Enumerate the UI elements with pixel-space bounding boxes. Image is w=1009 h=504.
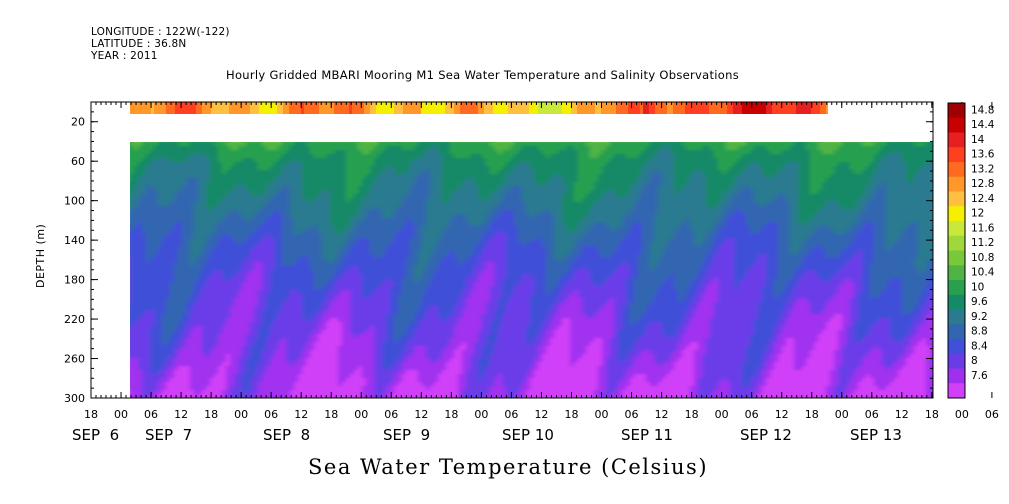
x-tick-label: 18 <box>204 408 218 421</box>
x-axis-label: Sea Water Temperature (Celsius) <box>308 455 709 479</box>
colorbar-swatch <box>948 368 965 384</box>
x-tick-label: 12 <box>294 408 308 421</box>
y-tick-label: 60 <box>71 155 85 168</box>
x-tick-label: 12 <box>534 408 548 421</box>
x-day-label: SEP 6 <box>72 426 119 444</box>
colorbar-level-label: 14 <box>971 134 985 146</box>
colorbar-swatch <box>948 294 965 310</box>
x-tick-label: 06 <box>745 408 759 421</box>
colorbar-level-label: 13.2 <box>971 163 994 175</box>
y-tick-label: 20 <box>71 116 85 129</box>
x-tick-label: 06 <box>144 408 158 421</box>
colorbar-level-label: 11.6 <box>971 222 995 234</box>
colorbar-swatch <box>948 117 965 133</box>
x-tick-label: 06 <box>384 408 398 421</box>
colorbar-level-label: 10.8 <box>971 252 994 264</box>
colorbar-swatch <box>948 339 965 355</box>
x-tick-label: 06 <box>264 408 278 421</box>
x-tick-label: 00 <box>715 408 729 421</box>
colorbar-level-label: 7.6 <box>971 370 988 382</box>
x-tick-label: 06 <box>504 408 518 421</box>
colorbar-swatch <box>948 235 965 251</box>
colorbar-level-label: 8 <box>971 355 978 367</box>
colorbar-swatch <box>948 147 965 163</box>
colorbar-swatch <box>948 221 965 237</box>
colorbar-level-label: 8.4 <box>971 340 988 352</box>
chart-title: Hourly Gridded MBARI Mooring M1 Sea Wate… <box>226 68 740 82</box>
colorbar-swatch <box>948 309 965 325</box>
y-tick-label: 180 <box>64 274 85 287</box>
year-label: YEAR : 2011 <box>91 50 158 62</box>
x-tick-label: 06 <box>625 408 639 421</box>
x-tick-label: 00 <box>234 408 248 421</box>
longitude-label: LONGITUDE : 122W(-122) <box>91 26 230 38</box>
y-tick-label: 100 <box>64 195 85 208</box>
colorbar-swatch <box>948 176 965 192</box>
y-tick-label: 260 <box>64 353 85 366</box>
x-tick-label: 00 <box>114 408 128 421</box>
heatmap-surface <box>130 102 828 114</box>
x-day-label: SEP 9 <box>383 426 430 444</box>
x-tick-label: 00 <box>354 408 368 421</box>
y-tick-label: 220 <box>64 313 85 326</box>
x-tick-label: 12 <box>895 408 909 421</box>
colorbar-swatch <box>948 206 965 222</box>
x-tick-label: 12 <box>414 408 428 421</box>
colorbar-level-label: 12 <box>971 208 984 220</box>
x-tick-label: 00 <box>835 408 849 421</box>
colorbar-level-label: 13.6 <box>971 149 995 161</box>
x-tick-label: 12 <box>655 408 669 421</box>
x-tick-label: 18 <box>444 408 458 421</box>
colorbar-level-label: 9.6 <box>971 296 988 308</box>
colorbar-level-label: 8.8 <box>971 326 988 338</box>
x-day-label: SEP 13 <box>850 426 902 444</box>
x-tick-label: 12 <box>775 408 789 421</box>
colorbar-level-label: 10.4 <box>971 267 995 279</box>
x-tick-label: 06 <box>865 408 879 421</box>
x-tick-label: 06 <box>985 408 999 421</box>
colorbar-swatch <box>948 280 965 296</box>
x-tick-label: 18 <box>805 408 819 421</box>
colorbar-swatch <box>948 162 965 178</box>
x-tick-label: 12 <box>174 408 188 421</box>
colorbar-swatch <box>948 250 965 266</box>
y-tick-label: 140 <box>64 234 85 247</box>
colorbar-level-label: 14.8 <box>971 104 994 116</box>
colorbar: 14.8 14.4 14 13.6 13.2 12.8 12.4 12 11.6 11.2 10.8… <box>947 102 995 399</box>
colorbar-level-label: 10 <box>971 281 984 293</box>
colorbar-swatch <box>948 353 965 369</box>
colorbar-level-label: 14.4 <box>971 119 995 131</box>
colorbar-swatch <box>948 265 965 281</box>
x-day-label: SEP 8 <box>263 426 310 444</box>
x-tick-label: 00 <box>595 408 609 421</box>
x-tick-label: 18 <box>84 408 98 421</box>
y-tick-label: 300 <box>64 392 85 405</box>
x-tick-label: 18 <box>564 408 578 421</box>
colorbar-level-label: 9.2 <box>971 311 988 323</box>
x-day-label: SEP 12 <box>740 426 792 444</box>
x-tick-label: 18 <box>324 408 338 421</box>
colorbar-swatch <box>948 132 965 148</box>
colorbar-level-label: 12.4 <box>971 193 995 205</box>
axes: 20 60 100 140 180 220 260 300 18 00 06 12 18 00 06 12 18… <box>64 101 999 444</box>
x-day-label: SEP 11 <box>621 426 673 444</box>
x-day-label: SEP 7 <box>145 426 192 444</box>
x-tick-label: 00 <box>474 408 488 421</box>
heatmap-lower <box>130 142 933 398</box>
x-tick-label: 00 <box>955 408 969 421</box>
colorbar-swatch <box>948 191 965 207</box>
colorbar-level-label: 11.2 <box>971 237 994 249</box>
x-tick-label: 18 <box>925 408 939 421</box>
latitude-label: LATITUDE : 36.8N <box>91 38 187 50</box>
colorbar-swatch <box>948 324 965 340</box>
colorbar-swatch <box>948 383 965 399</box>
x-day-label: SEP 10 <box>502 426 554 444</box>
colorbar-swatch <box>948 103 965 119</box>
x-tick-label: 18 <box>685 408 699 421</box>
colorbar-level-label: 12.8 <box>971 178 994 190</box>
